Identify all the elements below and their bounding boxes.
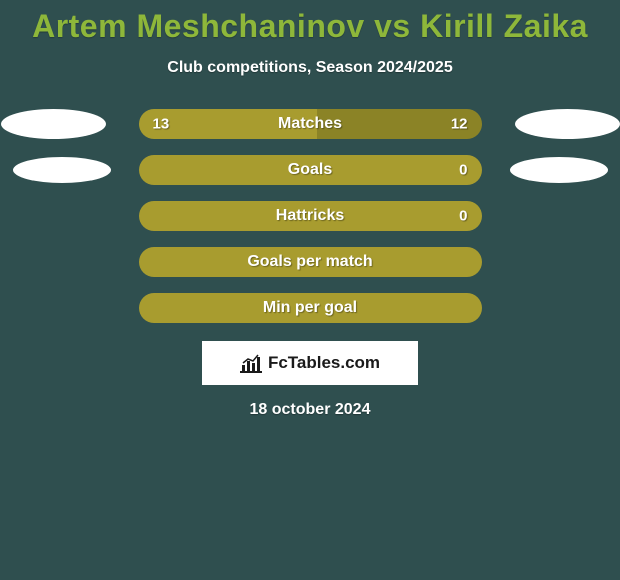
stat-label: Matches — [278, 115, 342, 133]
stat-bar: Min per goal — [139, 293, 482, 323]
player-right-ellipse — [515, 109, 620, 139]
stat-bar: 13 12 Matches — [139, 109, 482, 139]
stat-label: Min per goal — [263, 299, 357, 317]
player-left-ellipse — [13, 157, 111, 183]
stat-bar: 0 Goals — [139, 155, 482, 185]
stat-rows: 13 12 Matches 0 Goals 0 Hattricks Goals per mat… — [0, 109, 620, 323]
date-label: 18 october 2024 — [0, 401, 620, 419]
logo-text: FcTables.com — [268, 353, 380, 373]
stat-row: 13 12 Matches — [0, 109, 620, 139]
stat-row: Min per goal — [0, 293, 620, 323]
stat-label: Hattricks — [276, 207, 344, 225]
stat-bar: 0 Hattricks — [139, 201, 482, 231]
stat-row: 0 Goals — [0, 155, 620, 185]
stat-value-right: 0 — [459, 208, 467, 225]
logo-box[interactable]: FcTables.com — [202, 341, 418, 385]
comparison-card: Artem Meshchaninov vs Kirill Zaika Club … — [0, 0, 620, 419]
stat-label: Goals per match — [247, 253, 372, 271]
player-right-ellipse — [510, 157, 608, 183]
stat-value-right: 0 — [459, 162, 467, 179]
chart-icon — [240, 353, 262, 373]
player-left-ellipse — [1, 109, 106, 139]
page-title: Artem Meshchaninov vs Kirill Zaika — [0, 8, 620, 45]
stat-row: Goals per match — [0, 247, 620, 277]
stat-label: Goals — [288, 161, 332, 179]
stat-bar: Goals per match — [139, 247, 482, 277]
stat-value-right: 12 — [451, 116, 468, 133]
stat-row: 0 Hattricks — [0, 201, 620, 231]
subtitle: Club competitions, Season 2024/2025 — [0, 59, 620, 77]
stat-value-left: 13 — [153, 116, 170, 133]
